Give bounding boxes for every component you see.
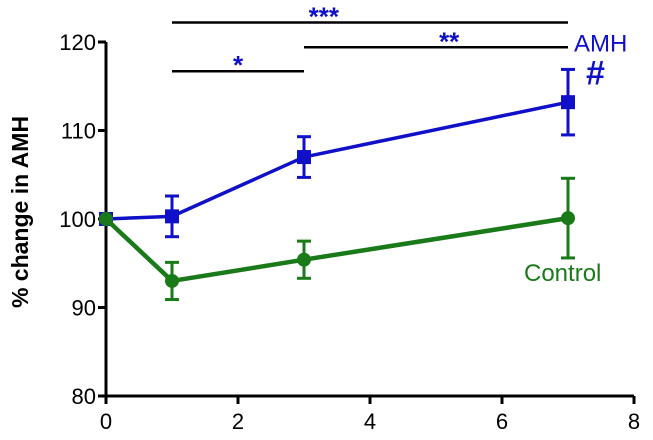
significance-stars: ***	[309, 2, 340, 32]
significance-stars: **	[439, 26, 460, 56]
x-tick-label: 2	[232, 409, 244, 434]
y-tick-label: 110	[61, 119, 96, 144]
series-layer	[99, 67, 575, 302]
x-tick-label: 8	[628, 409, 640, 434]
data-point-circle	[297, 252, 311, 267]
x-tick-label: 4	[364, 409, 376, 434]
significance-stars: *	[233, 50, 244, 80]
label-layer: AMH Control #	[524, 31, 627, 287]
data-point-square	[297, 150, 311, 165]
x-tick-label: 0	[100, 409, 112, 434]
data-point-square	[561, 95, 575, 110]
x-tick-label: 6	[496, 409, 508, 434]
y-axis-title: % change in AMH	[7, 116, 33, 308]
series-label-amh: AMH	[574, 31, 627, 58]
data-point-square	[165, 209, 179, 224]
data-point-circle	[165, 273, 179, 288]
y-tick-label: 100	[59, 207, 96, 232]
data-point-circle	[561, 211, 575, 226]
series-line-control	[103, 215, 571, 284]
y-tick-label: 80	[72, 384, 96, 409]
data-point-circle	[99, 212, 113, 226]
series-line-amh	[104, 100, 570, 221]
hash-annotation: #	[586, 54, 605, 92]
series-label-control: Control	[524, 260, 601, 287]
axes-layer: 0 2 4 6 8 80 90 100 110 120	[59, 30, 640, 434]
y-tick-label: 120	[59, 30, 96, 55]
significance-layer: ******	[172, 2, 568, 80]
y-tick-label: 90	[72, 296, 96, 321]
